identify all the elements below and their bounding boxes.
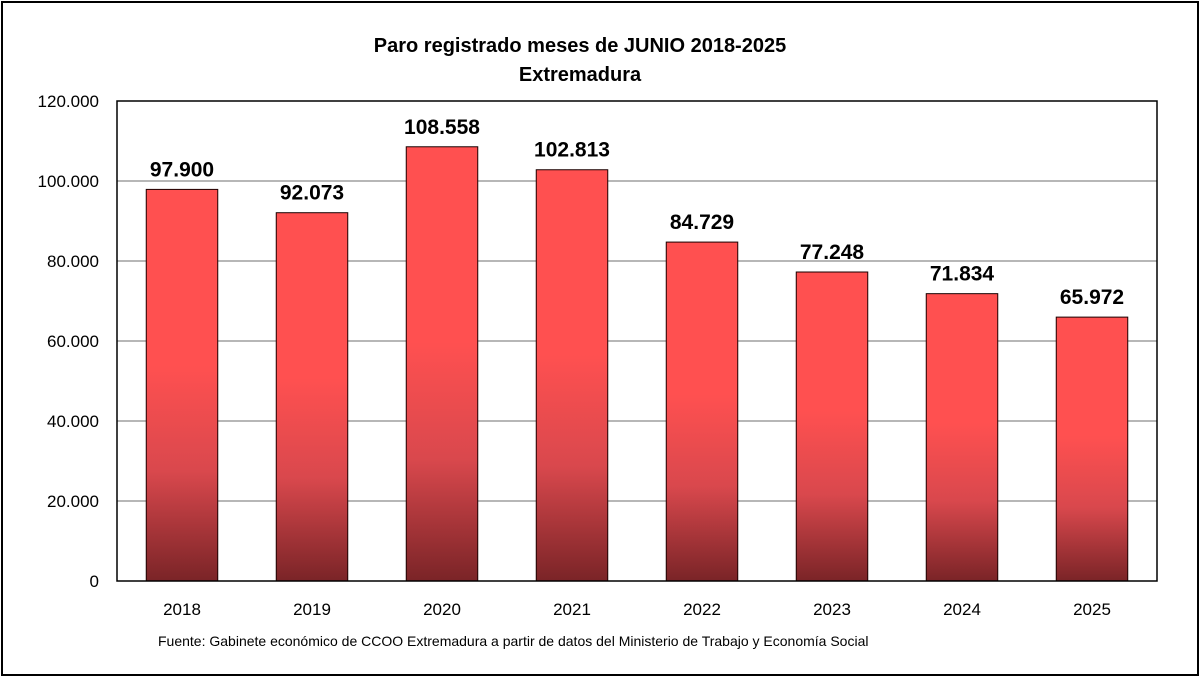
data-label-2022: 84.729 xyxy=(670,211,734,234)
bar-2024 xyxy=(925,293,999,582)
x-tick-label: 2020 xyxy=(423,600,461,619)
y-tick-label: 100.000 xyxy=(38,172,99,191)
source-note: Fuente: Gabinete económico de CCOO Extre… xyxy=(158,633,868,649)
y-tick-label: 40.000 xyxy=(47,412,99,431)
data-label-2023: 77.248 xyxy=(800,241,865,264)
bar-2019 xyxy=(275,212,349,582)
bar-2023 xyxy=(795,271,869,582)
y-tick-label: 120.000 xyxy=(38,92,99,111)
y-tick-label: 60.000 xyxy=(47,332,99,351)
bar-2021 xyxy=(535,169,609,582)
data-label-2024: 71.834 xyxy=(930,263,995,286)
bar-2018 xyxy=(145,188,219,582)
x-tick-label: 2018 xyxy=(163,600,201,619)
x-tick-label: 2021 xyxy=(553,600,591,619)
x-tick-label: 2022 xyxy=(683,600,721,619)
data-label-2018: 97.900 xyxy=(150,158,214,181)
y-tick-label: 80.000 xyxy=(47,252,99,271)
data-label-2021: 102.813 xyxy=(534,139,610,162)
y-tick-label: 0 xyxy=(90,572,99,591)
bar-2022 xyxy=(665,241,739,582)
bars xyxy=(145,146,1129,582)
data-labels: 97.900 92.073 108.558 102.813 84.729 77.248 71… xyxy=(150,116,1124,309)
bar-2020 xyxy=(405,146,479,582)
y-axis-ticks: 0 20.000 40.000 60.000 80.000 100.000 120.000 xyxy=(38,92,99,591)
x-axis-ticks: 2018 2019 2020 2021 2022 2023 2024 2025 xyxy=(163,600,1111,619)
x-tick-label: 2019 xyxy=(293,600,331,619)
chart-subtitle: Extremadura xyxy=(519,64,642,86)
data-label-2019: 92.073 xyxy=(280,182,344,205)
x-tick-label: 2024 xyxy=(943,600,981,619)
x-tick-label: 2023 xyxy=(813,600,851,619)
plot-area-border xyxy=(116,100,1158,582)
x-tick-label: 2025 xyxy=(1073,600,1111,619)
data-label-2020: 108.558 xyxy=(404,116,480,139)
grid-lines xyxy=(117,180,1157,502)
y-tick-label: 20.000 xyxy=(47,492,99,511)
bar-chart: Paro registrado meses de JUNIO 2018-2025… xyxy=(38,35,1158,649)
data-label-2025: 65.972 xyxy=(1060,286,1124,309)
bar-2025 xyxy=(1055,316,1129,582)
chart-title: Paro registrado meses de JUNIO 2018-2025 xyxy=(374,35,786,57)
